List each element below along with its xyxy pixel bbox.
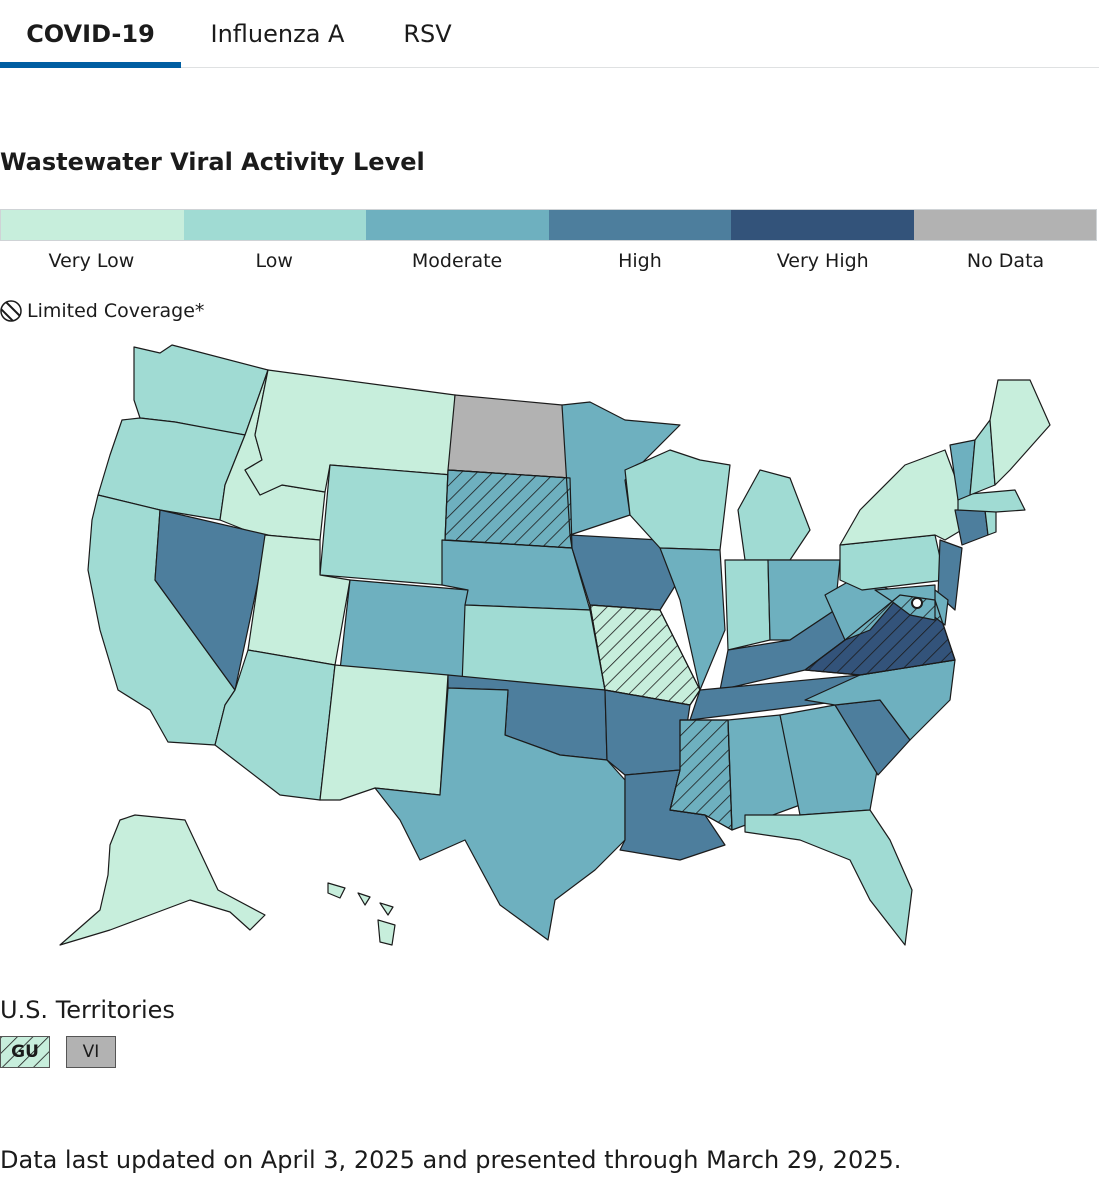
map-title: Wastewater Viral Activity Level: [0, 148, 425, 176]
state-sd-limited-hatch: [444, 469, 573, 549]
legend-label-high: High: [618, 250, 662, 272]
tab-influenza-a[interactable]: Influenza A: [210, 20, 345, 48]
legend-swatch-no-data: [913, 210, 1096, 240]
legend-labels: Very Low Low Moderate High Very High No …: [0, 250, 1097, 272]
limited-coverage-legend: Limited Coverage*: [0, 300, 204, 322]
legend-label-moderate: Moderate: [411, 250, 503, 272]
state-mi[interactable]: [737, 469, 811, 561]
territory-gu[interactable]: GU: [0, 1036, 50, 1068]
data-updated-note: Data last updated on April 3, 2025 and p…: [0, 1146, 902, 1174]
territory-vi-label: VI: [82, 1042, 100, 1062]
legend-swatch-low: [183, 210, 366, 240]
state-mn[interactable]: [561, 401, 681, 536]
us-choropleth-map: [59, 344, 1051, 946]
state-ma[interactable]: [957, 489, 1026, 513]
state-in[interactable]: [724, 559, 771, 651]
state-il[interactable]: [659, 547, 726, 691]
state-or[interactable]: [97, 417, 246, 521]
state-nd[interactable]: [447, 394, 571, 479]
state-tx[interactable]: [374, 687, 626, 941]
state-wi[interactable]: [624, 449, 731, 551]
limited-coverage-label: Limited Coverage*: [27, 300, 205, 322]
legend-bar: [0, 209, 1097, 241]
tab-rsv[interactable]: RSV: [403, 20, 452, 48]
active-tab-indicator: [0, 62, 181, 68]
state-nm[interactable]: [319, 664, 449, 801]
state-fl[interactable]: [744, 809, 913, 946]
state-ak[interactable]: [59, 814, 266, 946]
state-me[interactable]: [989, 379, 1051, 486]
legend-swatch-moderate: [366, 210, 549, 240]
state-tn[interactable]: [689, 674, 861, 721]
territory-gu-hatch: [1, 1037, 49, 1067]
state-nj[interactable]: [937, 539, 963, 611]
state-wy[interactable]: [319, 464, 453, 586]
legend-label-very-high: Very High: [776, 250, 869, 272]
legend-label-very-low: Very Low: [48, 250, 135, 272]
territory-gu-label: GU: [11, 1042, 39, 1062]
legend-swatch-very-high: [731, 210, 914, 240]
legend-swatch-high: [548, 210, 731, 240]
state-ks[interactable]: [461, 604, 606, 691]
tab-bar: COVID-19 Influenza A RSV: [0, 0, 1099, 68]
state-ny[interactable]: [839, 449, 971, 546]
state-ms-limited-hatch: [669, 719, 733, 831]
state-mo-limited-hatch: [589, 604, 701, 706]
state-hi[interactable]: [327, 882, 396, 946]
state-va-limited-hatch: [804, 594, 956, 676]
territory-vi[interactable]: VI: [66, 1036, 116, 1068]
legend-label-no-data: No Data: [966, 250, 1045, 272]
territories-heading: U.S. Territories: [0, 996, 175, 1024]
hatch-pattern-icon: [0, 300, 22, 322]
legend-label-low: Low: [255, 250, 293, 272]
state-ct[interactable]: [954, 509, 989, 546]
dc-marker: [911, 597, 923, 609]
legend-swatch-very-low: [1, 210, 184, 240]
tab-covid-19[interactable]: COVID-19: [26, 20, 155, 48]
